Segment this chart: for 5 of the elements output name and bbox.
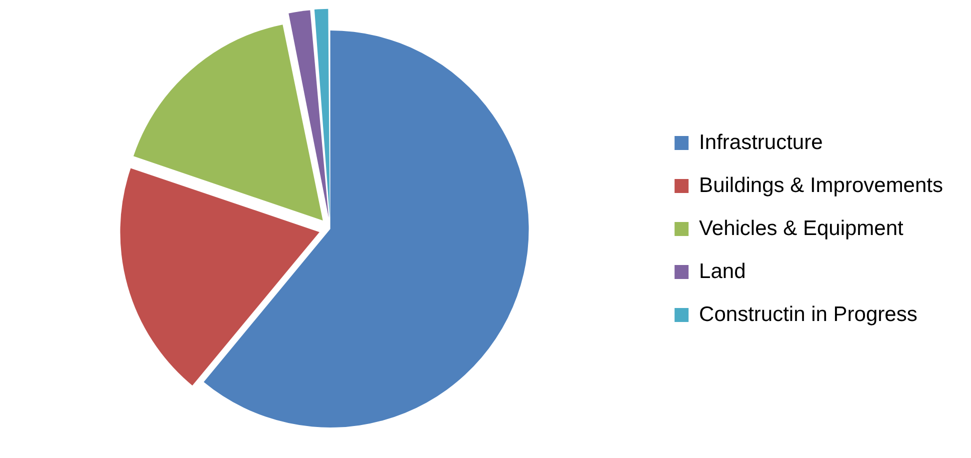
legend-label: Infrastructure — [699, 130, 823, 154]
legend-label: Land — [699, 260, 746, 283]
legend-label: Constructin in Progress — [699, 302, 918, 326]
legend-label: Vehicles & Equipment — [699, 216, 904, 240]
legend-label: Buildings & Improvements — [699, 174, 944, 197]
